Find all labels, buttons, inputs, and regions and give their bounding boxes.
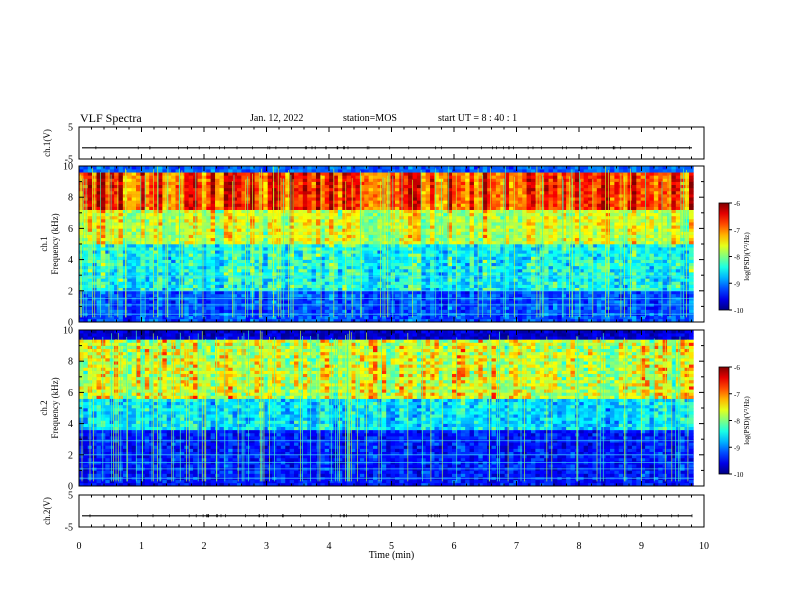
x-tick-label: 3 [264,541,269,552]
y-tick-label: 0 [68,482,73,493]
y-tick-label: 4 [68,419,73,430]
y-tick-label: 6 [68,388,73,399]
y-tick-label: 8 [68,357,73,368]
narrowband-lines [79,440,694,479]
y-tick-label: 5 [68,123,73,134]
colorbar-tick-label: -10 [734,307,744,315]
colorbar-tick-label: -9 [734,280,740,288]
start-time-label: start UT = 8 : 40 : 1 [438,113,518,124]
date-label: Jan. 12, 2022 [250,113,304,124]
x-tick-label: 2 [202,541,207,552]
station-label: station=MOS [343,113,397,124]
narrowband-lines [79,276,694,315]
y-axis-label: Frequency (kHz) [50,213,60,274]
colorbar [718,366,730,475]
x-tick-label: 10 [699,541,709,552]
colorbar-tick-label: -9 [734,444,740,452]
x-axis-label: Time (min) [369,550,414,561]
y-tick-label: -5 [65,523,73,534]
sferic-streaks [80,166,687,318]
x-tick-label: 0 [77,541,82,552]
y-axis-label: ch.2 [39,400,49,415]
y-axis-label: Frequency (kHz) [50,377,60,438]
y-tick-label: -5 [65,155,73,166]
y-tick-label: 8 [68,193,73,204]
waveform-spikes [89,514,693,518]
x-tick-label: 6 [452,541,457,552]
x-tick-label: 1 [139,541,144,552]
x-tick-label: 4 [327,541,332,552]
y-tick-label: 10 [63,326,73,337]
colorbar-tick-label: -7 [734,227,740,235]
y-tick-label: 0 [68,318,73,329]
chart-title: VLF Spectra [80,111,142,125]
colorbar-tick-label: -8 [734,254,740,262]
colorbar-tick-label: -8 [734,418,740,426]
waveform-spikes [95,146,690,150]
colorbar-tick-label: -6 [734,200,740,208]
colorbar-label: log(PSD)(V²/Hz) [743,232,751,281]
y-tick-label: 4 [68,255,73,266]
x-tick-label: 9 [639,541,644,552]
colorbar-label: log(PSD)(V²/Hz) [743,396,751,445]
y-tick-label: 2 [68,450,73,461]
y-tick-label: 10 [63,162,73,173]
colorbar-tick-label: -7 [734,391,740,399]
y-tick-label: 2 [68,286,73,297]
colorbar-tick-label: -10 [734,471,744,479]
y-axis-label: ch.2(V) [42,497,52,525]
colorbar [718,202,730,311]
x-tick-label: 7 [514,541,519,552]
colorbar-tick-label: -6 [734,364,740,372]
y-axis-label: ch.1 [39,236,49,251]
y-tick-label: 5 [68,491,73,502]
y-axis-label: ch.1(V) [42,129,52,157]
y-tick-label: 6 [68,224,73,235]
x-tick-label: 5 [389,541,394,552]
x-tick-label: 8 [577,541,582,552]
sferic-streaks [81,330,689,482]
